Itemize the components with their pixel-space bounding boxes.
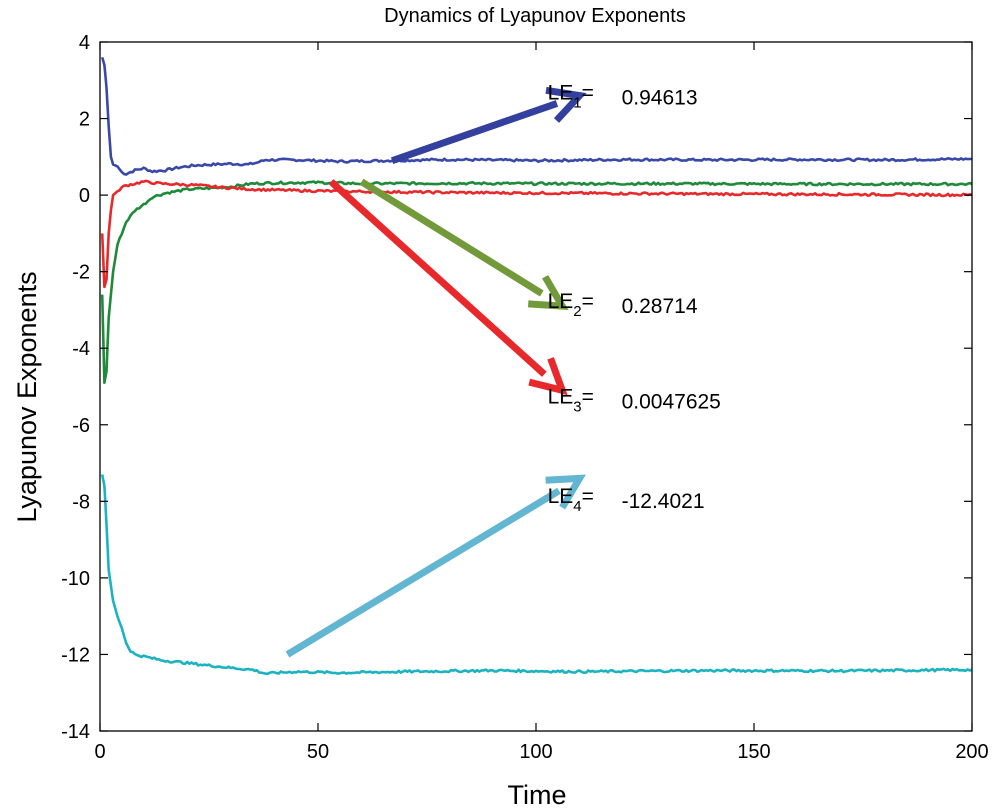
annotation-value-1: 0.94613 xyxy=(622,86,698,109)
arrow-shaft-2 xyxy=(359,178,544,297)
y-tick-label: -2 xyxy=(72,262,90,284)
x-tick-label: 150 xyxy=(737,741,770,763)
y-tick-label: -6 xyxy=(72,415,90,437)
annotation-label-4: LE4= xyxy=(548,485,594,515)
y-tick-label: -12 xyxy=(61,644,90,666)
y-tick-label: -8 xyxy=(72,491,90,513)
annotation-value-3: 0.0047625 xyxy=(622,391,721,414)
y-tick-label: 2 xyxy=(79,109,90,131)
series-layer xyxy=(100,56,973,676)
x-axis-label: Time xyxy=(508,780,567,809)
chart-title: Dynamics of Lyapunov Exponents xyxy=(384,5,686,27)
arrow-head-2 xyxy=(527,274,569,311)
y-tick-label: -10 xyxy=(61,568,90,590)
x-tick-label: 0 xyxy=(94,741,105,763)
annotation-layer: LE1= 0.94613 LE2= 0.28714 LE3= 0.0047625 LE4= -… xyxy=(285,81,721,658)
arrow-shaft-3 xyxy=(328,179,547,377)
annotation-value-2: 0.28714 xyxy=(622,295,698,318)
y-tick-label: 0 xyxy=(79,185,90,207)
x-tick-label: 50 xyxy=(307,741,329,763)
annotation-value-4: -12.4021 xyxy=(622,490,705,513)
arrow-head-4 xyxy=(545,474,586,510)
y-tick-label: -4 xyxy=(72,338,90,360)
arrow-shaft-4 xyxy=(285,487,561,658)
annotation-label-2: LE2= xyxy=(548,290,594,320)
arrow-head-1 xyxy=(545,86,587,123)
series-line-2 xyxy=(100,180,973,385)
arrow-shaft-1 xyxy=(390,100,559,164)
x-tick-label: 200 xyxy=(955,741,988,763)
axes: 420-2-4-6-8-10-12-140 50 100 150 200 xyxy=(61,32,989,763)
annotation-label-1: LE1= xyxy=(548,81,594,111)
arrow-head-3 xyxy=(528,357,568,396)
x-tick-label: 100 xyxy=(519,741,552,763)
series-line-4 xyxy=(100,474,973,676)
y-tick-label: 4 xyxy=(79,32,90,54)
series-line-1 xyxy=(100,56,973,176)
y-axis-label: Lyapunov Exponents xyxy=(12,271,42,522)
series-line-3 xyxy=(100,179,973,289)
y-tick-label: -14 xyxy=(61,721,90,743)
annotation-label-3: LE3= xyxy=(548,386,594,416)
